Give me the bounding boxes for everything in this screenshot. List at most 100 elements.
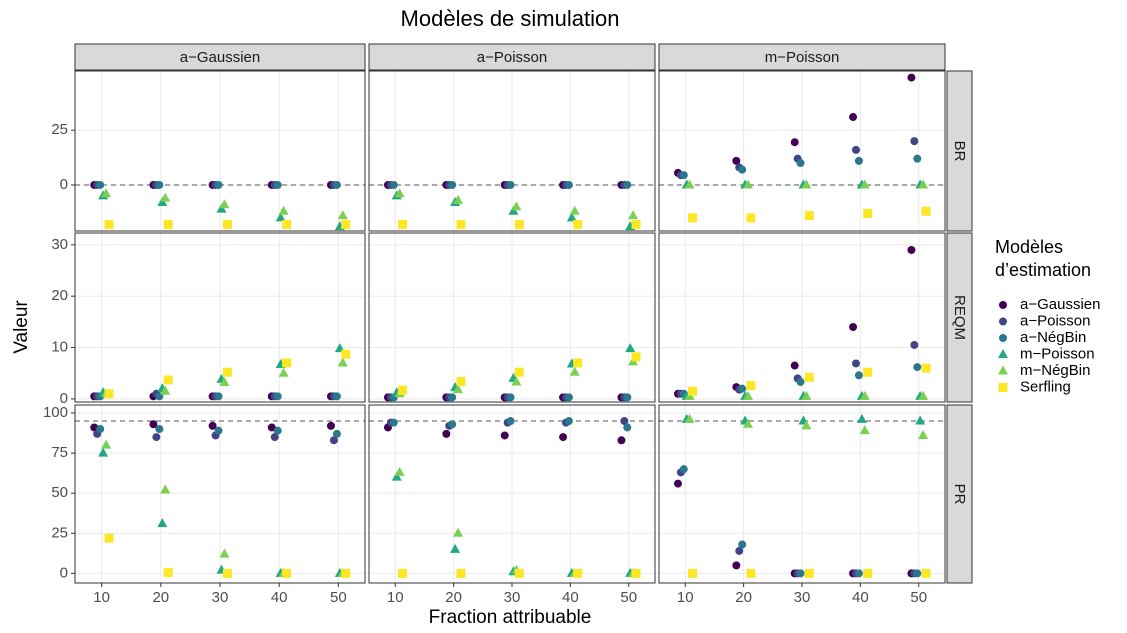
point	[564, 417, 573, 426]
point	[684, 413, 695, 423]
point	[222, 219, 232, 229]
y-tick-label: 75	[51, 444, 68, 461]
point	[620, 417, 629, 426]
point	[907, 73, 916, 82]
point	[804, 211, 814, 221]
point	[559, 433, 568, 442]
legend-swatch	[998, 383, 1008, 392]
point	[738, 384, 747, 393]
point	[623, 423, 632, 432]
point	[394, 466, 405, 476]
point	[448, 180, 457, 189]
panel-border	[368, 232, 656, 403]
point	[564, 180, 573, 189]
point	[514, 367, 524, 377]
point	[854, 156, 863, 165]
point	[214, 426, 223, 435]
strip	[74, 43, 366, 71]
panel-border	[74, 232, 366, 403]
point	[511, 376, 522, 386]
point	[332, 180, 341, 189]
point	[743, 418, 754, 428]
x-tick-label: 50	[620, 589, 637, 606]
point	[688, 386, 698, 396]
point	[456, 568, 466, 578]
point	[104, 533, 114, 543]
point	[155, 180, 164, 189]
point	[617, 436, 626, 445]
point	[801, 179, 812, 189]
point	[913, 363, 922, 372]
point	[219, 199, 230, 209]
legend-label: a−NégBin	[1020, 329, 1086, 346]
point	[104, 389, 114, 399]
point	[738, 540, 747, 549]
x-tick-label: 20	[735, 589, 752, 606]
point	[921, 363, 931, 373]
panel-border	[658, 232, 946, 403]
point	[859, 179, 870, 189]
point	[160, 385, 171, 395]
legend-label: m−NégBin	[1020, 362, 1090, 379]
point	[398, 385, 408, 395]
x-tick-label: 10	[387, 589, 404, 606]
x-tick-label: 50	[910, 589, 927, 606]
strip-label: PR	[951, 484, 968, 505]
point	[573, 358, 583, 368]
point	[910, 137, 919, 146]
point	[684, 179, 695, 189]
point	[278, 205, 289, 215]
point	[743, 179, 754, 189]
point	[222, 568, 232, 578]
legend-label: Serfling	[1020, 378, 1071, 395]
legend-swatch	[999, 301, 1007, 309]
point	[801, 420, 812, 430]
point	[453, 384, 464, 394]
x-axis-label: Fraction attribuable	[429, 607, 592, 628]
point	[856, 413, 867, 423]
point	[152, 433, 161, 442]
point	[804, 568, 814, 578]
point	[679, 171, 688, 180]
point	[732, 156, 741, 165]
panel-border	[74, 70, 366, 232]
strip	[946, 70, 973, 232]
point	[98, 447, 109, 457]
point	[738, 165, 747, 174]
point	[267, 423, 276, 432]
point	[337, 357, 348, 367]
point	[101, 439, 112, 449]
point	[101, 188, 112, 198]
point	[341, 349, 351, 359]
point	[282, 219, 292, 229]
y-tick-label: 100	[43, 404, 68, 421]
point	[631, 568, 641, 578]
point	[849, 323, 858, 332]
point	[96, 425, 105, 434]
strip-label: REQM	[951, 295, 968, 340]
point	[163, 219, 173, 229]
y-tick-label: 25	[51, 121, 68, 138]
point	[679, 465, 688, 474]
x-tick-label: 30	[794, 589, 811, 606]
panel-border	[368, 70, 656, 232]
y-tick-label: 0	[60, 176, 68, 193]
point	[569, 205, 580, 215]
point	[623, 180, 632, 189]
point	[849, 113, 858, 122]
point	[796, 569, 805, 578]
point	[157, 518, 168, 528]
point	[514, 219, 524, 229]
point	[631, 352, 641, 362]
point	[796, 377, 805, 386]
point	[332, 392, 341, 401]
point	[863, 208, 873, 218]
point	[801, 390, 812, 400]
x-tick-label: 50	[330, 589, 347, 606]
legend-title: d’estimation	[995, 260, 1091, 280]
x-tick-label: 10	[677, 589, 694, 606]
strip	[658, 43, 946, 71]
legend-swatch	[999, 317, 1007, 326]
legend-swatch	[998, 365, 1008, 375]
